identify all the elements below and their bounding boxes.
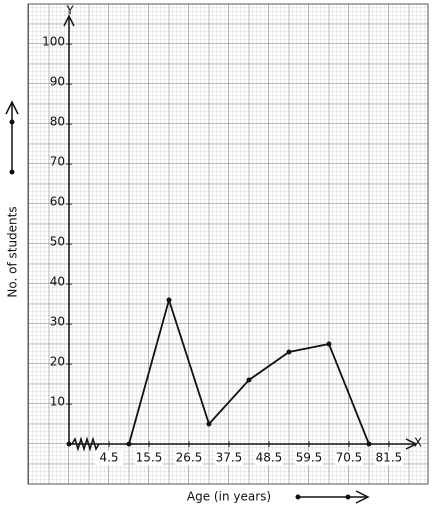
x-tick-label: 15.5: [136, 451, 163, 465]
x-axis-arrow: [405, 438, 418, 450]
decorative-arrows: [5, 100, 370, 504]
x-tick-label-bg: [134, 451, 163, 465]
y-tick-label: 20: [50, 355, 65, 369]
y-axis-label: No. of students: [6, 206, 20, 297]
y-tick-label: 50: [50, 235, 65, 249]
y-tick-label: 80: [50, 115, 65, 129]
x-tick-label-bg: [174, 451, 203, 465]
x-tick-label: 26.5: [176, 451, 203, 465]
y-tick-label: 60: [50, 195, 65, 209]
y-tick-label: 100: [42, 35, 65, 49]
x-axis-label: Age (in years): [187, 490, 271, 504]
x-tick-label: 59.5: [296, 451, 323, 465]
y-tick-label: 40: [50, 275, 65, 289]
x-tick-label-bg: [94, 451, 123, 465]
x-tick-label-bg: [294, 451, 323, 465]
x-tick-label: 48.5: [256, 451, 283, 465]
data-point: [126, 441, 132, 447]
x-tick-label-bg: [334, 451, 363, 465]
data-point: [286, 349, 292, 355]
y-tick-label: 70: [50, 155, 65, 169]
x-axis-name: X: [414, 436, 422, 450]
x-tick-label-bg: [214, 451, 243, 465]
y-axis-arrow: [63, 14, 75, 27]
x-tick-label: 70.5: [336, 451, 363, 465]
graph-paper-major: [27, 3, 429, 485]
axis-break: [71, 436, 100, 452]
y-tick-label: 30: [50, 315, 65, 329]
data-point: [326, 341, 332, 347]
origin-dot: [66, 441, 72, 447]
x-tick-label-bg: [254, 451, 283, 465]
y-axis-name: Y: [65, 4, 74, 18]
x-tick-label: 81.5: [376, 451, 403, 465]
x-tick-label: 37.5: [216, 451, 243, 465]
data-point: [246, 377, 252, 383]
y-tick-label: 10: [50, 395, 65, 409]
y-tick-label: 90: [50, 75, 65, 89]
x-tick-label-bg: [374, 451, 403, 465]
data-point: [366, 441, 372, 447]
data-point: [166, 297, 172, 303]
x-tick-label: 4.5: [99, 451, 118, 465]
data-point: [206, 421, 212, 427]
plot-area: 10 20 30 40 50 60 70 80 90 100 4.5 15.5 26.5 37.5 48.5…: [42, 14, 418, 465]
